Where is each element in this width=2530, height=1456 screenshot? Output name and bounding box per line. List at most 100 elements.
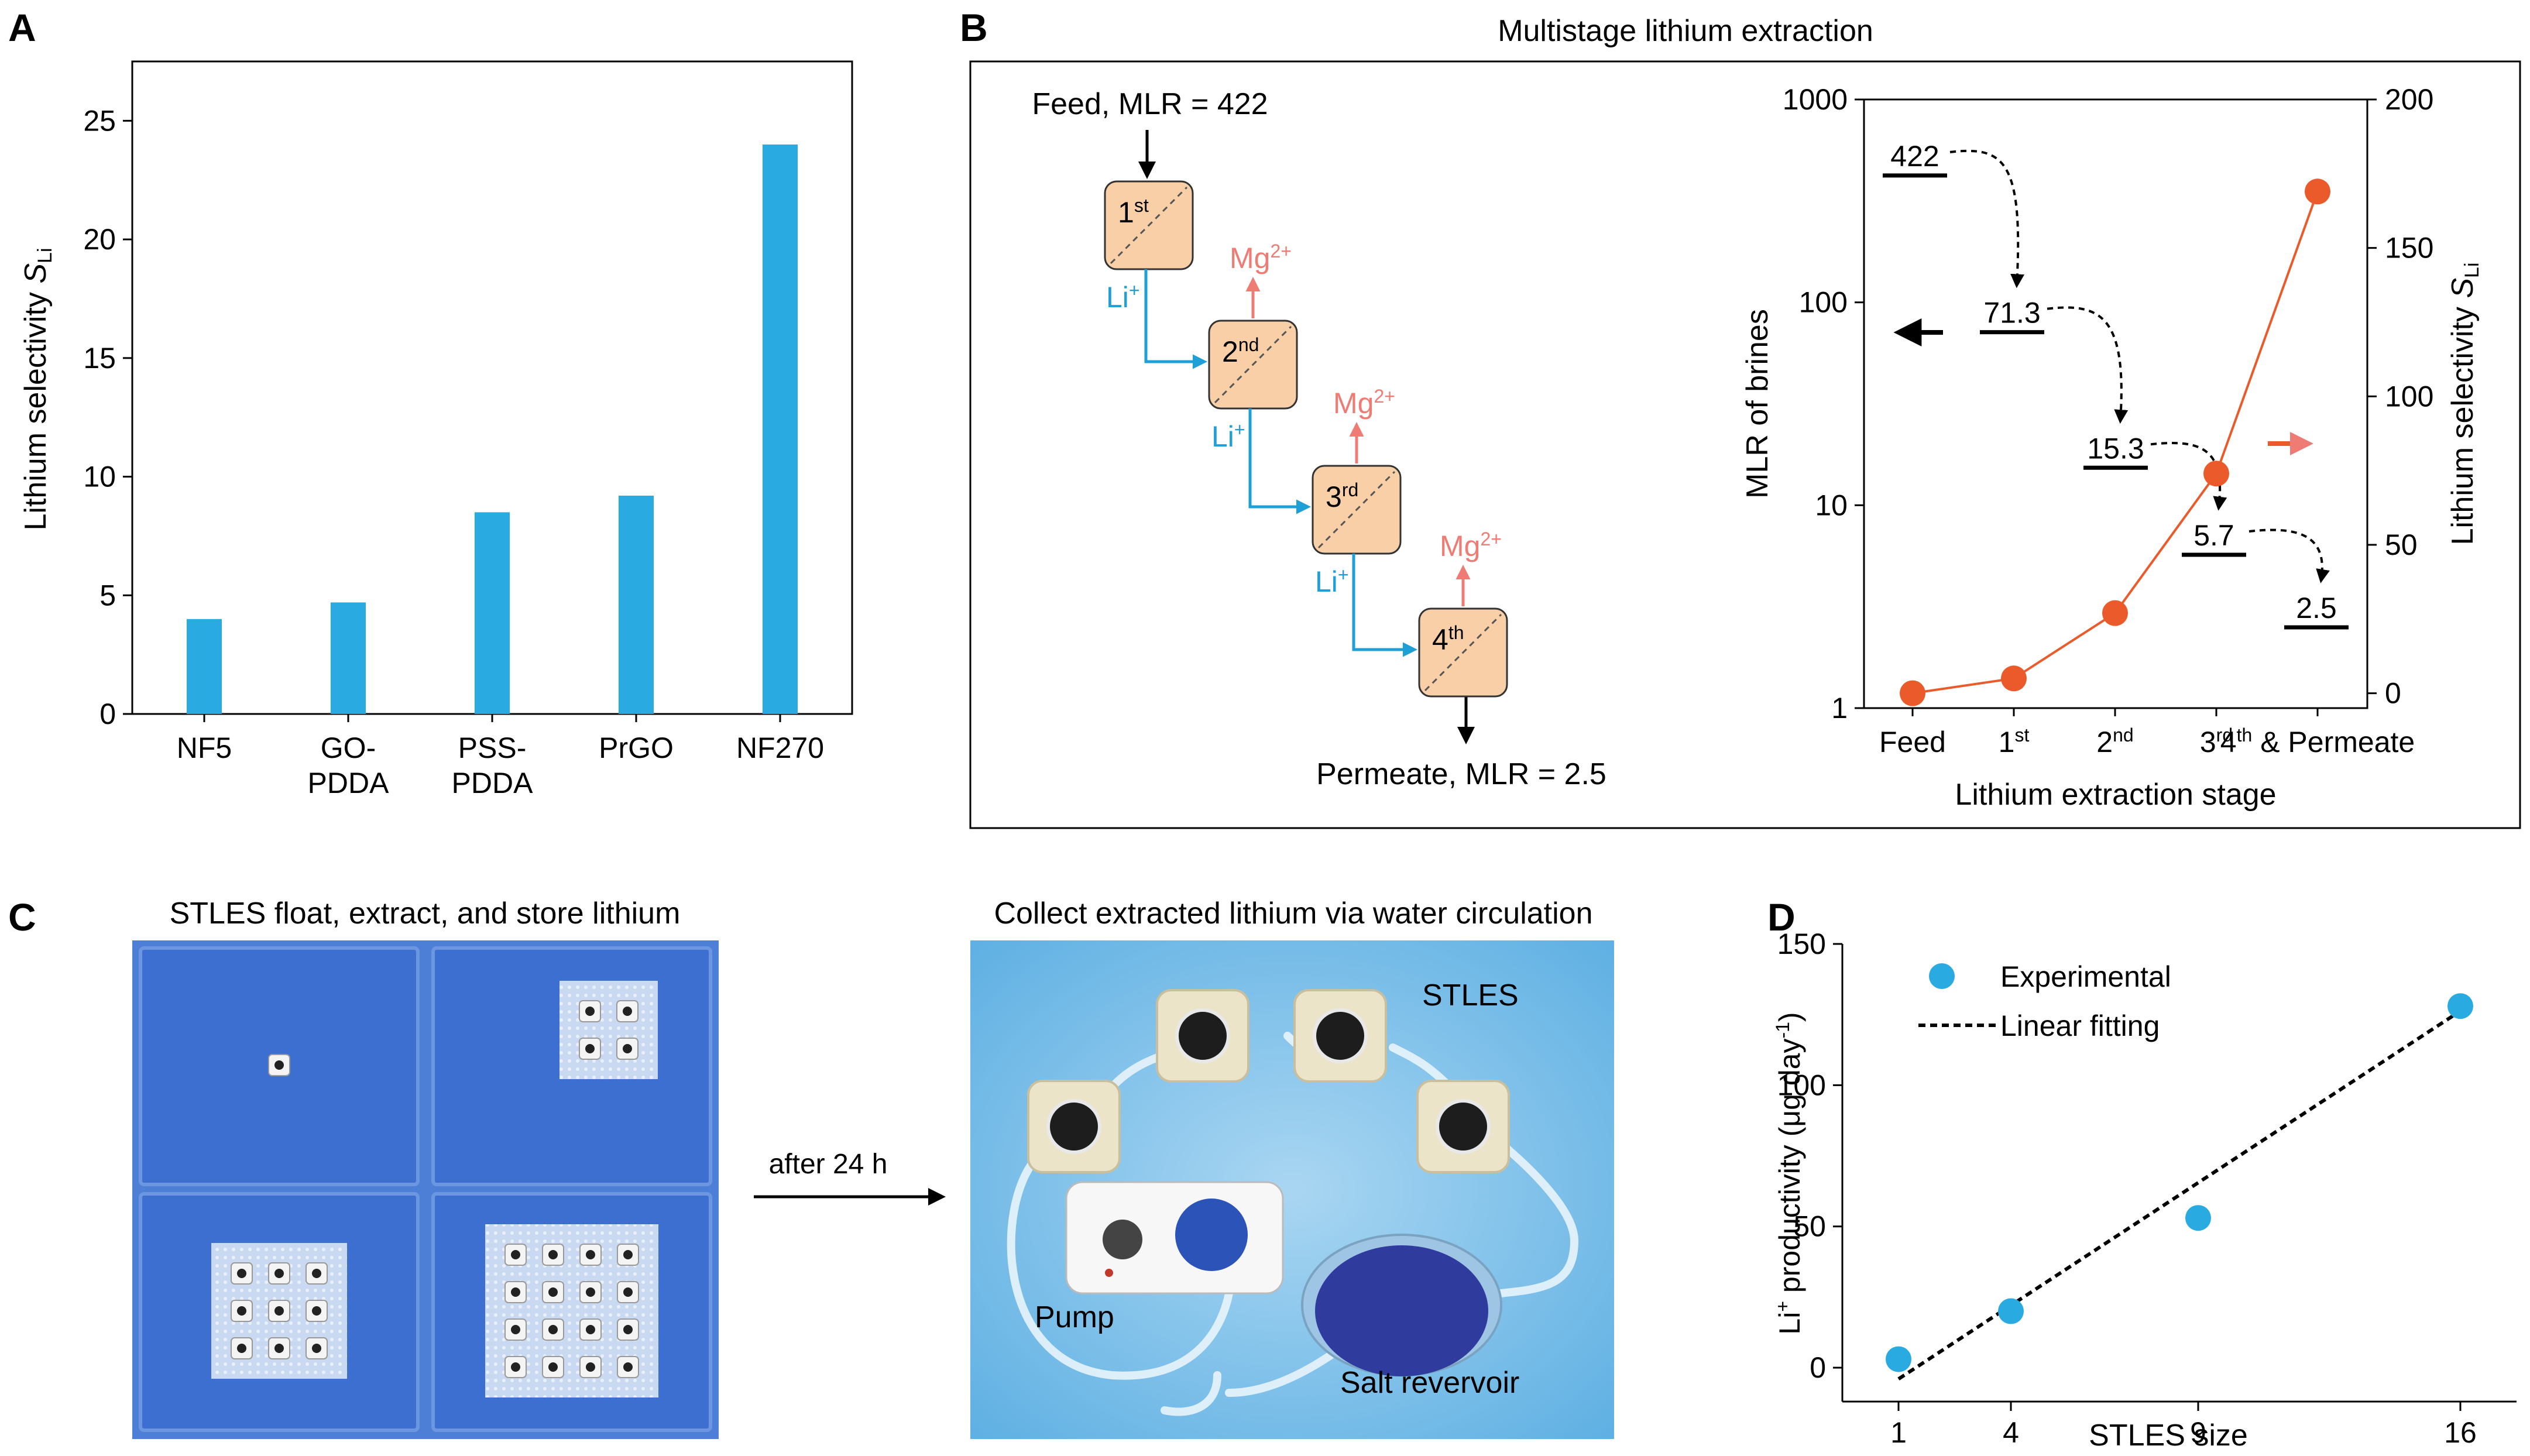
experimental-point: [2185, 1205, 2211, 1231]
a-y-tick-label: 10: [83, 461, 116, 493]
mlr-value-label: 5.7: [2193, 519, 2234, 552]
stles-unit-window: [237, 1306, 246, 1316]
membrane-line: [1424, 613, 1502, 692]
li-label: Li+: [1211, 419, 1245, 453]
b-left-tick-label: 1: [1831, 692, 1848, 724]
stles-unit-window: [511, 1325, 520, 1334]
d-x-tick-label: 16: [2444, 1416, 2477, 1449]
a-x-tick-label: NF5: [177, 732, 232, 764]
mlr-value-label: 15.3: [2087, 432, 2144, 465]
mlr-value-label: 422: [1890, 140, 1939, 173]
a-x-tick-label: PrGO: [599, 732, 674, 764]
a-y-tick-label: 0: [99, 698, 116, 730]
membrane-line: [1214, 325, 1292, 404]
stles-unit-window: [511, 1362, 520, 1372]
pump: [1065, 1181, 1284, 1294]
li-flow-arrow: [1144, 269, 1207, 369]
panel-b-right-axis: 0 50 100 150 200: [2367, 83, 2433, 710]
panel-d-legend: Experimental Linear fitting: [1918, 960, 2171, 1042]
panel-b-frame: [969, 60, 2521, 829]
mlr-transition-arrow: [2150, 442, 2227, 511]
a-y-tick-label: 25: [83, 104, 116, 137]
d-x-tick-label: 1: [1890, 1416, 1907, 1449]
d-x-tick-label: 4: [2003, 1416, 2019, 1449]
panel-a-y-title-text: Lithium selectivity: [19, 284, 53, 531]
panel-b-label: B: [960, 6, 988, 49]
stles-unit-window: [511, 1250, 520, 1259]
feed-label: Feed, MLR = 422: [1032, 87, 1268, 121]
a-x-tick-label: GO-: [321, 732, 376, 764]
selectivity-point: [2203, 461, 2229, 487]
stles-unit-window: [585, 1007, 595, 1016]
stles-unit-window: [237, 1269, 246, 1278]
photo-setup: STLES Pump Salt revervoir: [970, 940, 1614, 1439]
panel-b-title: Multistage lithium extraction: [1498, 14, 1873, 48]
b-right-tick-label: 0: [2385, 677, 2401, 710]
d-y-tick-label: 50: [1793, 1210, 1826, 1243]
panel-d-ticks: 0 50 100 150 1 4 9 16: [1777, 928, 2477, 1449]
membrane-line: [1317, 471, 1396, 549]
membrane-line: [1110, 186, 1188, 265]
pump-head: [1175, 1199, 1248, 1271]
a-y-tick-label: 5: [99, 579, 116, 612]
a-bar: [331, 602, 366, 714]
a-bar: [187, 619, 222, 714]
stles-unit-window: [511, 1287, 520, 1297]
d-y-tick-label: 0: [1810, 1351, 1826, 1384]
a-x-tick-label: PDDA: [452, 767, 534, 799]
reservoir-cap: [1315, 1245, 1488, 1376]
experimental-point: [1998, 1298, 2024, 1324]
b-x-tick-label: 4th & Permeate: [2220, 724, 2415, 758]
stles-unit-window: [586, 1250, 595, 1259]
pump-dial: [1103, 1220, 1142, 1259]
salt-reservoir-label: Salt revervoir: [1340, 1366, 1519, 1400]
b-left-tick-label: 10: [1815, 489, 1848, 521]
mg-label: Mg2+: [1440, 528, 1502, 562]
photo-right-title: Collect extracted lithium via water circ…: [994, 897, 1592, 930]
b-right-tick-label: 50: [2385, 528, 2418, 561]
stage-diagram: Feed, MLR = 422 Permeate, MLR = 2.5 1st L…: [1032, 87, 1606, 791]
d-x-tick-label: 9: [2190, 1416, 2206, 1449]
stles-module-window: [1436, 1099, 1491, 1154]
stles-unit-window: [586, 1325, 595, 1334]
panel-b-right-title-sub: Li: [2461, 262, 2483, 277]
b-x-tick-label: Feed: [1879, 726, 1946, 758]
stage-number: 3rd: [1326, 479, 1358, 513]
stage-number: 1st: [1118, 195, 1149, 229]
mlr-transition-arrow: [1949, 149, 2025, 289]
b-x-tick-label: 2nd: [2096, 724, 2133, 758]
panel-b-left-axis: 1 10 100 1000: [1783, 83, 1864, 724]
panel-b-x-axis-title: Lithium extraction stage: [1955, 778, 2276, 812]
stles-unit-window: [312, 1344, 321, 1353]
legend-experimental-label: Experimental: [2000, 960, 2171, 993]
panel-a-y-title-italic: S: [19, 263, 53, 284]
b-right-tick-label: 100: [2385, 380, 2433, 413]
mesh-sheet: [559, 981, 658, 1079]
legend-experimental-marker: [1929, 963, 1955, 989]
permeate-label: Permeate, MLR = 2.5: [1316, 757, 1606, 791]
pump-label: Pump: [1035, 1300, 1114, 1334]
a-x-tick-label: PSS-: [458, 732, 527, 764]
panel-a-y-axis-title: Lithium selectivity SLi: [19, 248, 56, 530]
panel-c-label: C: [8, 895, 36, 939]
stles-unit-window: [623, 1250, 633, 1259]
panel-a-y-title-sub: Li: [34, 248, 56, 263]
a-bar: [475, 512, 510, 714]
stles-unit-window: [548, 1287, 558, 1297]
mlr-value-label: 71.3: [1983, 297, 2040, 329]
b-left-tick-label: 100: [1799, 286, 1848, 319]
b-x-tick-label: 3rd: [2200, 724, 2233, 758]
stles-unit-window: [548, 1325, 558, 1334]
linear-fit-line: [1897, 1004, 2469, 1381]
d-y-tick-label: 100: [1777, 1069, 1826, 1101]
stles-unit-window: [274, 1344, 284, 1353]
panel-d-y-title-2: +: [1772, 1301, 1793, 1312]
mg-label: Mg2+: [1333, 386, 1395, 420]
stles-unit-window: [586, 1287, 595, 1297]
panel-d-y-title-3: productivity (μg day: [1773, 1039, 1806, 1301]
panel-a-label: A: [8, 6, 36, 49]
stles-unit-window: [585, 1044, 595, 1053]
